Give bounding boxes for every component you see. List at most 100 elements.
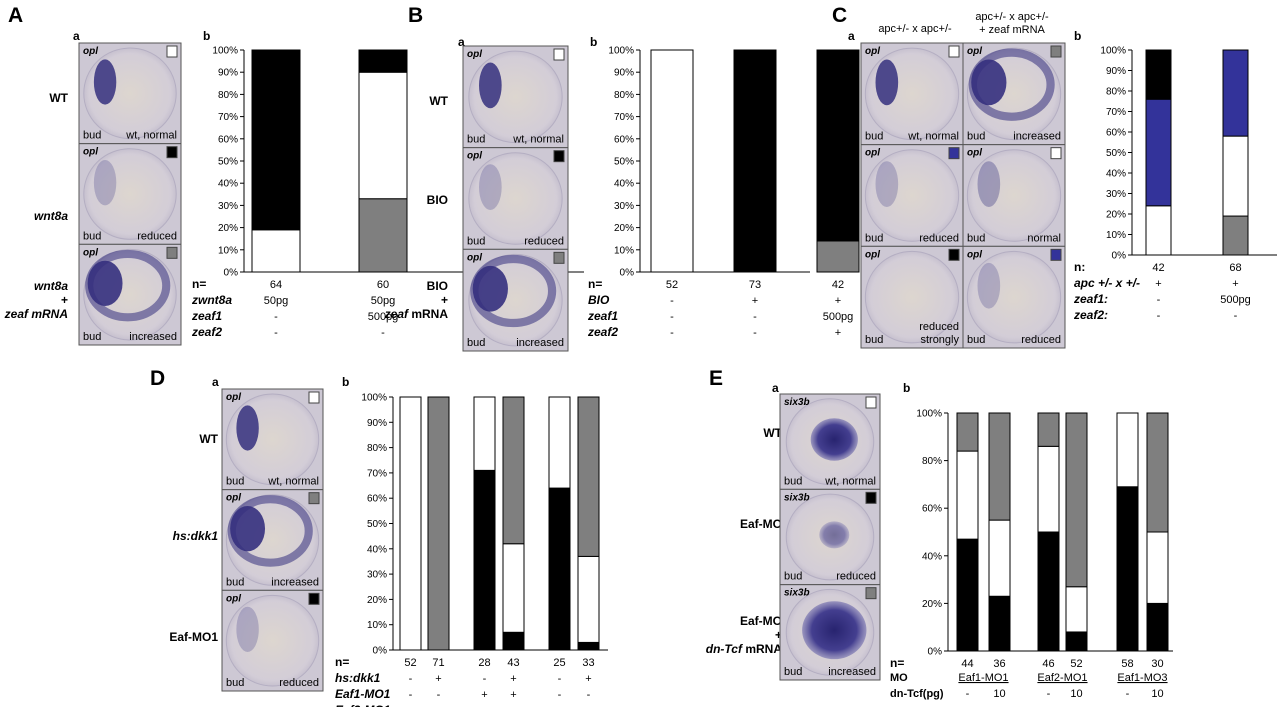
n-label: n= (588, 277, 602, 291)
y-tick-label: 60% (367, 494, 387, 505)
gene-label: opl (967, 249, 982, 260)
stage-label: bud (83, 130, 101, 142)
legend-swatch (309, 493, 319, 504)
row-label-wt: WT (199, 432, 218, 446)
bar-segment-wt-normal (578, 556, 599, 642)
y-tick-label: 80% (922, 456, 942, 467)
legend-swatch (554, 49, 564, 60)
chart-C: 100%90%80%70%60%50%40%30%20%10%0%426854n… (1073, 46, 1280, 323)
legend-swatch (949, 249, 959, 260)
condition-label: hs:dkk1 (335, 671, 381, 685)
result-label: normal (1027, 232, 1061, 244)
bar-segment-wt-normal (359, 72, 407, 199)
result-label: increased (1013, 131, 1061, 143)
condition-value: - (753, 311, 757, 323)
result-label: wt, normal (512, 134, 564, 146)
stage-label: bud (784, 475, 802, 487)
result-label: increased (828, 666, 876, 678)
chart-D: 100%90%80%70%60%50%40%30%20%10%0%52 71 28 4… (335, 393, 608, 707)
stain-domain (978, 161, 1001, 207)
n-count: 30 (1151, 658, 1163, 670)
sublabel-b: b (1074, 29, 1081, 43)
image-column-E: six3b bud wt, normal six3b bud reduced six3b bu… (780, 394, 880, 680)
n-label: n: (1074, 260, 1085, 274)
panel-letter-E: E (709, 367, 723, 390)
gene-label: opl (467, 49, 482, 60)
n-count: 68 (1229, 262, 1241, 274)
result-label: wt, normal (125, 130, 177, 142)
embryo-image: opl bud increased (222, 490, 323, 591)
stage-label: bud (865, 232, 883, 244)
y-tick-label: 0% (373, 646, 388, 657)
bar-segment-wt-normal (1066, 587, 1087, 632)
image-column-B: opl bud wt, normal oplbud reducedoplbud incre… (463, 46, 568, 351)
condition-value: - (670, 295, 674, 307)
condition-value: + (835, 295, 841, 307)
y-tick-label: 100% (361, 393, 387, 404)
mo-label: MO (890, 672, 908, 684)
y-tick-label: 40% (367, 544, 387, 555)
legend-swatch (949, 148, 959, 159)
n-count: 42 (832, 279, 844, 291)
bar-segment-reduced (359, 50, 407, 72)
sublabel-b: b (203, 29, 210, 43)
dn-value: - (1047, 688, 1051, 700)
image-column-D: oplbud wt, normaloplbud increasedoplbud red… (222, 389, 323, 691)
result-label: wt, normal (267, 476, 319, 488)
legend-swatch (866, 397, 876, 408)
n-label: n= (192, 277, 206, 291)
bar-segment-normal (1146, 206, 1171, 255)
stage-label: bud (467, 235, 485, 247)
stain-domain (876, 60, 899, 106)
result-label: reduced (1021, 334, 1061, 346)
condition-label: BIO (588, 293, 610, 307)
panel-C: C a b apc+/- x apc+/- apc+/- x apc+/-+ z… (832, 4, 1280, 348)
y-tick-label: 80% (1106, 87, 1126, 98)
bar-segment-increased (1223, 216, 1248, 255)
y-tick-label: 60% (614, 134, 634, 145)
embryo-image: opl bud reduced (963, 246, 1065, 348)
condition-value: - (409, 689, 413, 701)
gene-label: opl (83, 147, 98, 158)
y-tick-label: 100% (1100, 46, 1126, 57)
bar-segment-normal (1223, 136, 1248, 216)
y-tick-label: 20% (614, 223, 634, 234)
n-count: 28 (478, 657, 490, 669)
embryo-image: opl bud reduced (463, 148, 568, 250)
n-count: 25 (553, 657, 565, 669)
y-tick-label: 60% (218, 134, 238, 145)
n-count: 71 (432, 657, 444, 669)
bar-segment-increased (503, 397, 524, 544)
condition-value: - (409, 673, 413, 685)
bar-segment-wt-normal (1117, 413, 1138, 487)
result-label: increased (129, 331, 177, 343)
stage-label: bud (865, 131, 883, 143)
condition-value: - (483, 673, 487, 685)
sublabel-b: b (590, 35, 597, 49)
bar-segment-wt-normal (549, 397, 570, 488)
panel-letter-B: B (408, 4, 423, 27)
dn-value: 10 (993, 688, 1005, 700)
sublabel-a: a (73, 29, 80, 43)
n-count: 43 (507, 657, 519, 669)
n-count: 52 (666, 279, 678, 291)
bar-segment-reduced (1066, 632, 1087, 651)
embryo-image: opl bud reduced (222, 590, 323, 691)
y-tick-label: 50% (218, 157, 238, 168)
legend-swatch (866, 492, 876, 503)
bar-segment-increased (1066, 413, 1087, 587)
gene-label: opl (226, 493, 241, 504)
y-tick-label: 10% (614, 245, 634, 256)
y-tick-label: 100% (608, 46, 634, 57)
condition-value: + (835, 327, 841, 339)
legend-swatch (866, 588, 876, 599)
stain-domain (811, 418, 858, 460)
stage-label: bud (226, 576, 244, 588)
stage-label: bud (784, 571, 802, 583)
embryo-image: opl bud increased (463, 249, 568, 351)
dn-value: - (966, 688, 970, 700)
gene-label: opl (83, 247, 98, 258)
row-label-bio: BIO (427, 193, 448, 207)
y-tick-label: 0% (620, 268, 635, 279)
gene-label: opl (865, 148, 880, 159)
